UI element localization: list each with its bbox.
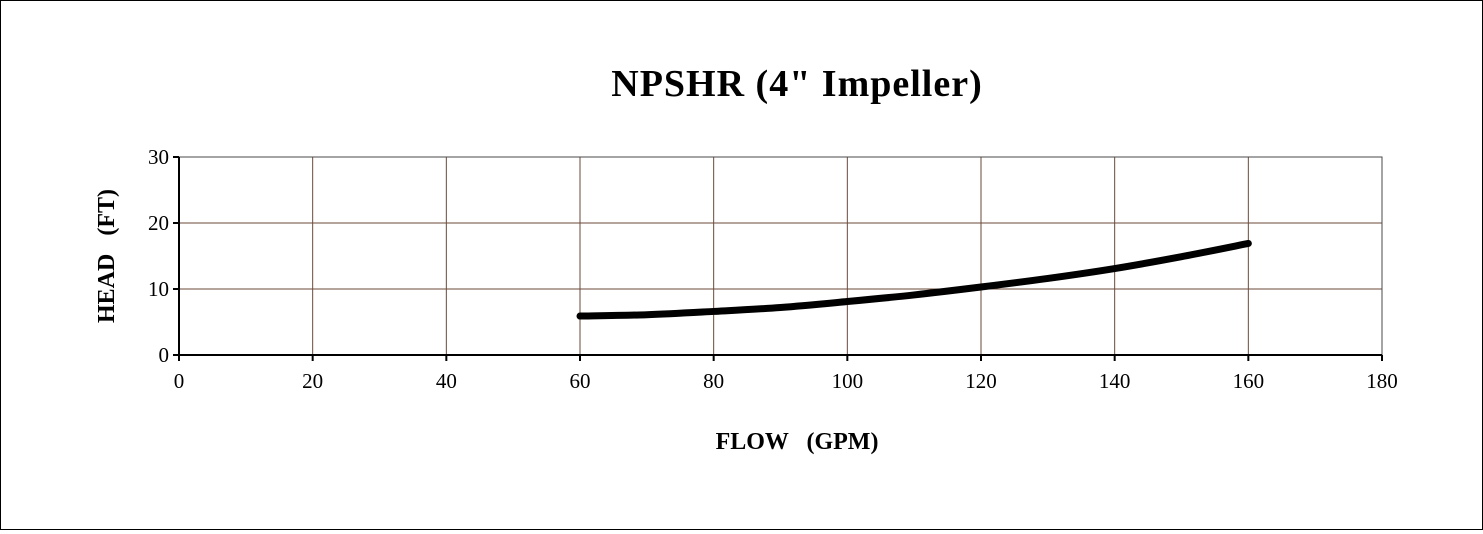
x-tick-label-2: 40 — [436, 369, 457, 393]
x-tick-label-0: 0 — [174, 369, 185, 393]
y-tick-label-3: 30 — [148, 145, 169, 169]
x-tick-label-1: 20 — [302, 369, 323, 393]
y-tick-label-2: 20 — [148, 211, 169, 235]
x-tick-label-4: 80 — [703, 369, 724, 393]
y-axis-label: HEAD (FT) — [94, 189, 120, 323]
x-ticks: 0 20 40 60 80 100 120 140 160 180 — [174, 355, 1398, 393]
x-tick-label-5: 100 — [832, 369, 864, 393]
x-tick-label-3: 60 — [570, 369, 591, 393]
chart-title: NPSHR (4" Impeller) — [611, 63, 982, 105]
y-ticks: 0 10 20 30 — [148, 145, 179, 367]
y-tick-label-0: 0 — [159, 343, 170, 367]
grid-lines — [179, 157, 1382, 355]
series-line-0 — [576, 239, 1252, 320]
x-tick-label-9: 180 — [1366, 369, 1398, 393]
y-tick-label-1: 10 — [148, 277, 169, 301]
x-tick-label-7: 140 — [1099, 369, 1131, 393]
x-tick-label-6: 120 — [965, 369, 997, 393]
x-tick-label-8: 160 — [1233, 369, 1265, 393]
x-axis-label: FLOW (GPM) — [716, 429, 879, 455]
series-group — [576, 239, 1252, 320]
